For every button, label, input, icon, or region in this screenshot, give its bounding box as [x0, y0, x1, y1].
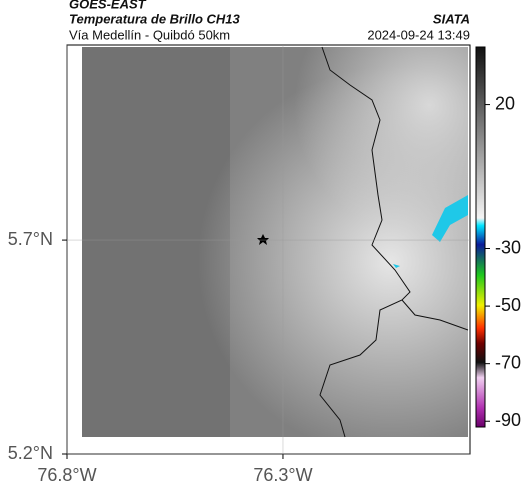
subtitle: Vía Medellín - Quibdó 50km — [69, 27, 230, 42]
brand: SIATA — [433, 11, 470, 26]
colorbar — [475, 46, 486, 428]
y-tick-label: 5.7°N — [8, 229, 53, 249]
title: Temperatura de Brillo CH13 — [69, 11, 241, 26]
colorbar-label: -70 — [495, 352, 521, 372]
colorbar-label: -30 — [495, 237, 521, 257]
x-tick-label: 76.8°W — [37, 465, 96, 485]
colorbar-label: -50 — [495, 295, 521, 315]
colorbar-label: 20 — [495, 93, 515, 113]
colorbar-label: -90 — [495, 410, 521, 430]
y-tick-label: 5.2°N — [8, 443, 53, 463]
x-tick-label: 76.3°W — [253, 465, 312, 485]
source: GOES-EAST — [69, 0, 147, 11]
city-marker — [257, 234, 269, 245]
timestamp: 2024-09-24 13:49 — [367, 27, 470, 42]
satellite-image — [82, 46, 469, 438]
